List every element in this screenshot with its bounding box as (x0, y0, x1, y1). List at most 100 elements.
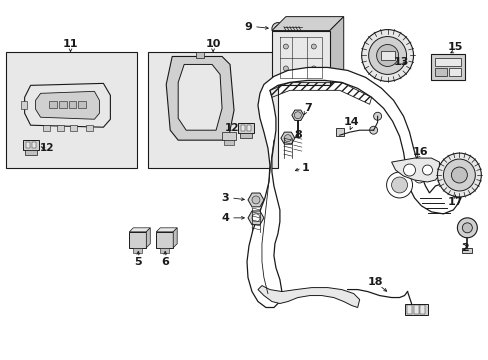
Polygon shape (129, 228, 150, 232)
Bar (42, 125, 49, 131)
Bar (133, 248, 142, 253)
Bar (24, 150, 37, 155)
Circle shape (311, 44, 316, 49)
Polygon shape (280, 132, 294, 144)
Bar (462, 248, 471, 253)
Bar (430, 54, 465, 80)
Circle shape (271, 23, 284, 35)
Bar (335, 128, 343, 136)
Circle shape (391, 177, 407, 193)
Text: 8: 8 (293, 130, 301, 140)
Circle shape (274, 26, 280, 32)
Polygon shape (178, 64, 222, 130)
Bar (22, 140, 39, 150)
Polygon shape (329, 17, 343, 85)
Circle shape (456, 218, 476, 238)
Text: 5: 5 (134, 257, 142, 267)
Circle shape (376, 45, 398, 67)
Bar (380, 50, 394, 60)
Bar (86, 125, 93, 131)
Text: 15: 15 (447, 41, 462, 51)
Circle shape (443, 159, 474, 191)
Polygon shape (36, 91, 99, 119)
Polygon shape (247, 193, 264, 207)
Bar (68, 101, 76, 108)
Polygon shape (258, 285, 359, 307)
Bar (222, 132, 236, 140)
Circle shape (386, 172, 412, 198)
Bar (224, 140, 234, 145)
Text: 11: 11 (62, 39, 78, 49)
Text: 6: 6 (161, 257, 169, 267)
Bar (271, 31, 329, 85)
Bar (59, 101, 66, 108)
Circle shape (284, 135, 291, 141)
Polygon shape (246, 67, 458, 307)
Polygon shape (156, 228, 177, 232)
Bar (148, 53, 277, 168)
Bar (435, 68, 447, 76)
Circle shape (369, 126, 377, 134)
Bar (156, 232, 173, 248)
Bar (25, 142, 30, 148)
Polygon shape (391, 158, 439, 182)
Polygon shape (173, 228, 177, 248)
Circle shape (450, 167, 467, 183)
Circle shape (373, 112, 381, 120)
Polygon shape (166, 57, 234, 140)
Bar (448, 68, 461, 76)
Bar (20, 101, 26, 109)
Bar (246, 125, 250, 131)
Circle shape (368, 37, 406, 75)
Bar (420, 305, 425, 315)
Circle shape (403, 164, 415, 176)
Bar (48, 101, 57, 108)
Text: 12: 12 (224, 123, 239, 133)
Circle shape (251, 196, 260, 204)
Bar (70, 125, 77, 131)
Bar (404, 303, 427, 315)
Text: 12: 12 (40, 143, 55, 153)
Bar (129, 232, 146, 248)
Bar (57, 125, 63, 131)
Text: 1: 1 (301, 163, 309, 173)
Bar (241, 125, 244, 131)
Circle shape (283, 44, 288, 49)
Circle shape (361, 30, 413, 81)
Bar (413, 305, 418, 315)
Circle shape (251, 214, 260, 222)
Text: 2: 2 (461, 243, 468, 253)
Text: 4: 4 (221, 213, 228, 223)
Polygon shape (291, 110, 303, 121)
Bar (160, 248, 169, 253)
Circle shape (414, 173, 424, 183)
Circle shape (311, 66, 316, 71)
Bar (238, 123, 253, 133)
Circle shape (437, 153, 480, 197)
Text: 13: 13 (393, 58, 408, 67)
Circle shape (422, 165, 431, 175)
Text: 7: 7 (304, 103, 311, 113)
Circle shape (462, 223, 471, 233)
Circle shape (294, 112, 301, 119)
Text: 3: 3 (221, 193, 228, 203)
Polygon shape (146, 228, 150, 248)
Text: 16: 16 (412, 147, 427, 157)
Bar (6, 53, 137, 168)
Text: 18: 18 (367, 276, 383, 287)
Text: 10: 10 (205, 39, 220, 49)
Text: 14: 14 (343, 117, 359, 127)
Bar (32, 142, 36, 148)
Polygon shape (24, 84, 110, 127)
Text: 17: 17 (447, 197, 462, 207)
Polygon shape (271, 71, 343, 85)
Bar (240, 133, 251, 138)
Polygon shape (271, 17, 343, 31)
Text: 9: 9 (244, 22, 251, 32)
Circle shape (283, 66, 288, 71)
Bar (435, 58, 461, 67)
Bar (78, 101, 86, 108)
Bar (196, 53, 203, 58)
Bar (406, 305, 411, 315)
Polygon shape (247, 211, 264, 225)
